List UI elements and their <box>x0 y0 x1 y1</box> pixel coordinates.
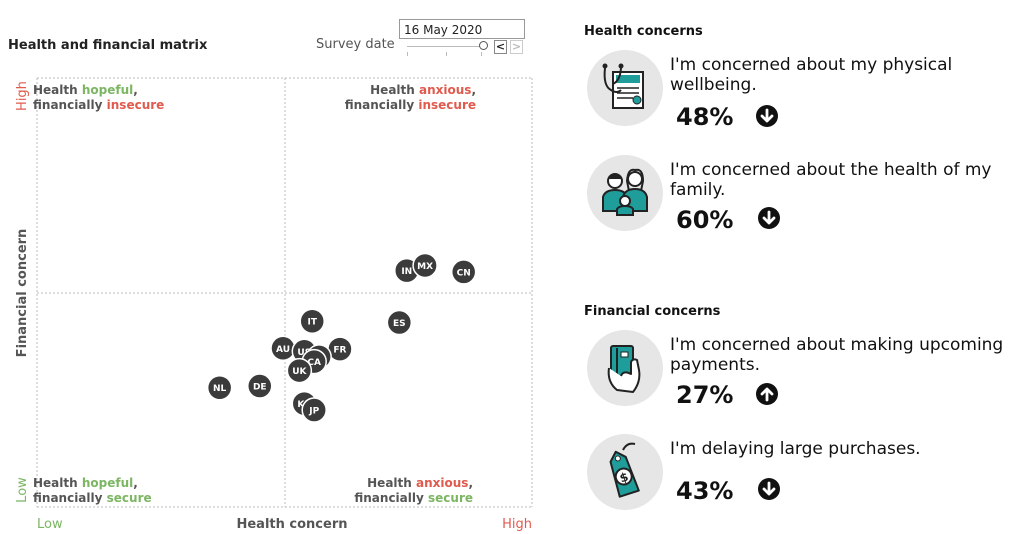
data-point-marker[interactable] <box>206 374 233 401</box>
credit-card-hand-icon <box>587 330 663 406</box>
upcoming-payments-text: I'm concerned about making upcoming paym… <box>670 335 1004 375</box>
survey-date-slider-thumb[interactable] <box>479 41 488 50</box>
data-point-label: NL <box>213 384 227 394</box>
matrix-title: Health and financial matrix <box>8 38 208 53</box>
data-point-label: UK <box>292 367 307 377</box>
data-point-cn[interactable]: CN <box>450 259 477 285</box>
data-point-label: JP <box>308 407 319 417</box>
health-financial-matrix-chart: Health hopeful, financially insecure Hea… <box>15 77 533 532</box>
survey-date-slider-track[interactable] <box>407 46 481 47</box>
y-axis-title: Financial concern <box>15 229 30 358</box>
scatter-points: INMXCNITESFRAUUSIECAUKDENLKRJP <box>206 252 477 423</box>
quadrant-label-bottom-right: Health anxious, <box>367 476 473 490</box>
medical-report-icon <box>587 50 663 126</box>
data-point-it[interactable]: IT <box>299 308 325 334</box>
financial-concerns-heading: Financial concerns <box>584 304 721 319</box>
arrow-down-icon <box>758 207 780 229</box>
data-point-marker[interactable] <box>286 357 313 384</box>
quadrant-label-top-left: Health hopeful, <box>33 83 138 97</box>
quadrant-label-bottom-left: financially secure <box>33 491 152 505</box>
arrow-up-icon <box>756 383 778 405</box>
data-point-label: FR <box>333 346 346 356</box>
data-point-au[interactable]: AU <box>270 335 296 362</box>
data-point-label: AU <box>276 345 290 355</box>
physical-wellbeing-percent: 48% <box>676 103 734 131</box>
family-icon <box>587 155 663 231</box>
quadrant-label-top-right: Health anxious, <box>370 83 476 97</box>
slider-tick <box>446 52 447 56</box>
data-point-label: CA <box>307 358 321 368</box>
data-point-uk[interactable]: UK <box>286 357 313 384</box>
data-point-marker[interactable] <box>386 309 413 336</box>
quadrant-label-top-left: financially insecure <box>33 98 164 112</box>
data-point-marker[interactable] <box>301 397 327 423</box>
large-purchases-percent: 43% <box>676 477 734 505</box>
data-point-label: CN <box>457 268 471 278</box>
data-point-es[interactable]: ES <box>386 309 413 336</box>
arrow-down-icon <box>756 105 778 127</box>
health-concerns-heading: Health concerns <box>584 24 703 39</box>
data-point-nl[interactable]: NL <box>206 374 233 401</box>
data-point-marker[interactable] <box>247 373 273 399</box>
family-health-percent: 60% <box>676 206 734 234</box>
quadrant-label-bottom-left: Health hopeful, <box>33 476 138 490</box>
upcoming-payments-percent: 27% <box>676 381 734 409</box>
survey-date-label: Survey date <box>316 37 395 52</box>
data-point-label: MX <box>417 262 433 272</box>
y-axis-high-label: High <box>15 81 30 111</box>
svg-text:$: $ <box>618 470 630 486</box>
data-point-jp[interactable]: JP <box>301 397 327 423</box>
data-point-mx[interactable]: MX <box>412 252 438 279</box>
data-point-marker[interactable] <box>412 252 438 279</box>
survey-date-value: 16 May 2020 <box>399 19 525 39</box>
data-point-fr[interactable]: FR <box>327 336 353 362</box>
quadrant-label-bottom-right: financially secure <box>354 491 473 505</box>
previous-date-button[interactable]: < <box>494 40 507 54</box>
slider-tick <box>481 52 482 56</box>
data-point-de[interactable]: DE <box>247 373 273 399</box>
arrow-down-icon <box>758 478 780 500</box>
quadrant-label-top-right: financially insecure <box>345 98 476 112</box>
family-health-text: I'm concerned about the health of my fam… <box>670 160 992 200</box>
slider-tick <box>407 52 408 56</box>
physical-wellbeing-text: I'm concerned about my physical wellbein… <box>670 55 953 95</box>
data-point-label: DE <box>253 383 267 393</box>
data-point-label: ES <box>393 319 406 329</box>
large-purchases-text: I'm delaying large purchases. <box>670 439 921 459</box>
data-point-label: US <box>297 348 311 358</box>
y-axis-low-label: Low <box>15 477 30 503</box>
x-axis-high-label: High <box>502 517 532 532</box>
data-point-label: IT <box>307 318 317 328</box>
x-axis-title: Health concern <box>236 517 347 532</box>
data-point-marker[interactable] <box>450 259 477 285</box>
price-tag-icon: $ <box>587 434 663 510</box>
next-date-button[interactable]: > <box>510 40 523 54</box>
x-axis-low-label: Low <box>37 517 63 532</box>
data-point-marker[interactable] <box>299 308 325 334</box>
data-point-label: IN <box>401 267 412 277</box>
